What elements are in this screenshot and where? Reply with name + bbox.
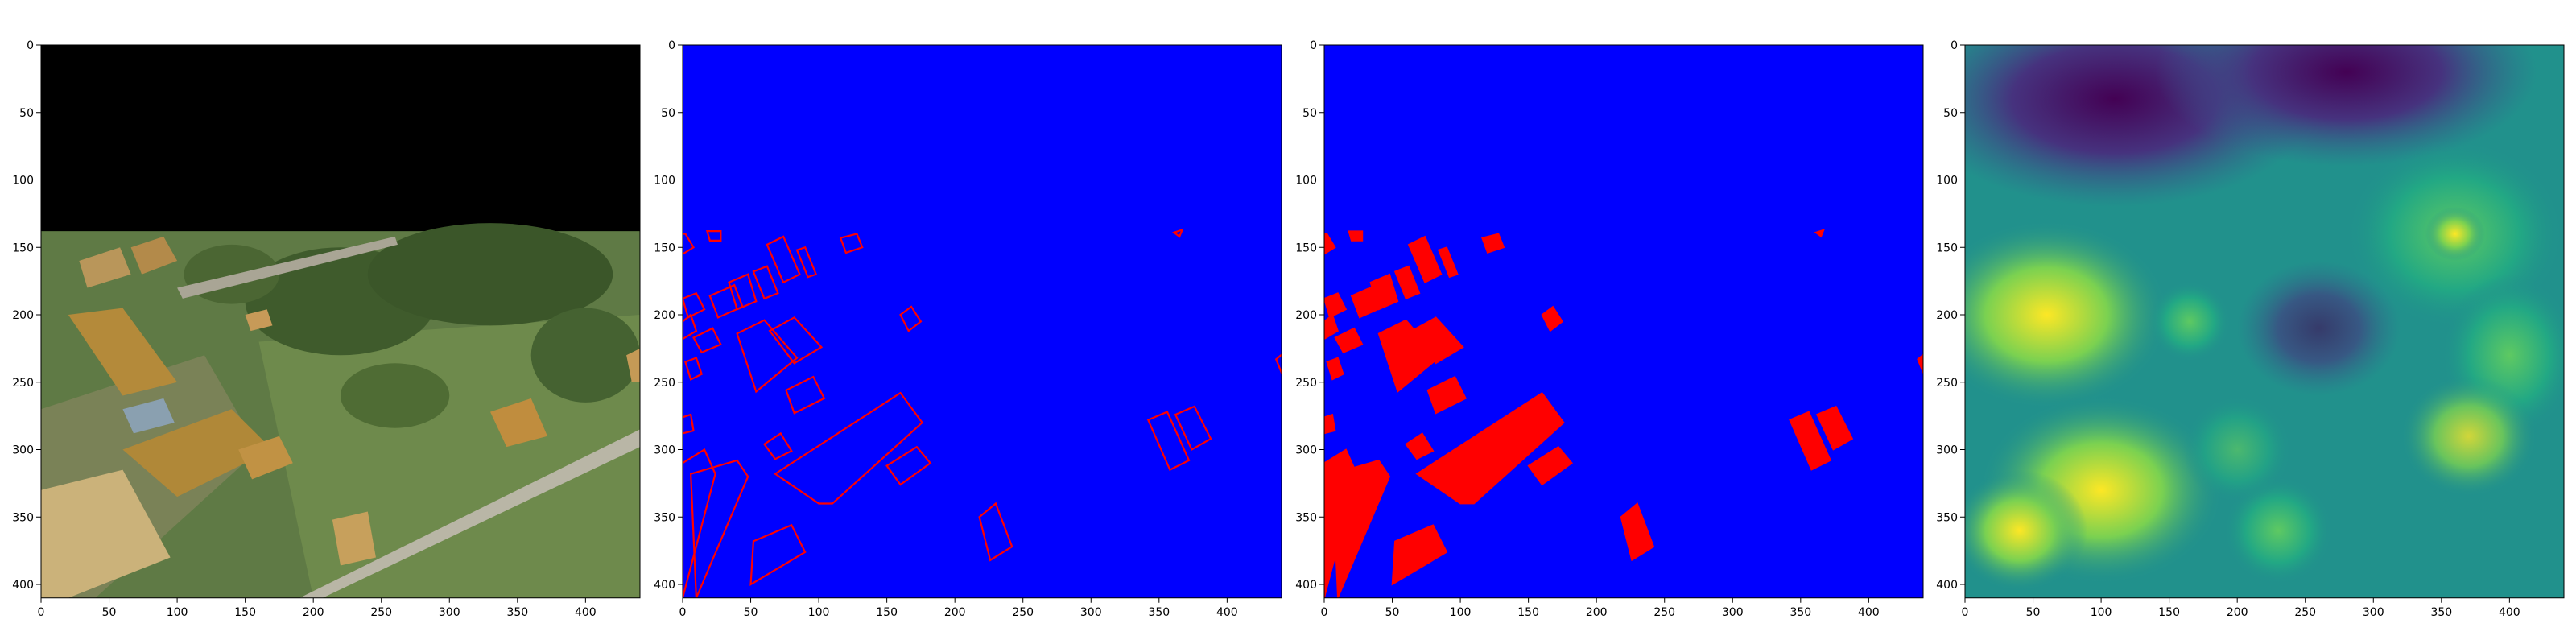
- x-tick-label: 400: [2499, 606, 2520, 619]
- panel-building-mask: [1323, 44, 1924, 599]
- panel-boundary-mask: [682, 44, 1282, 599]
- x-tick-label: 0: [679, 606, 687, 619]
- x-tick-label: 300: [1722, 606, 1744, 619]
- x-tick-label: 200: [2227, 606, 2248, 619]
- x-tick-label: 150: [234, 606, 256, 619]
- y-tick-label: 250: [654, 377, 675, 390]
- x-tick-label: 400: [1216, 606, 1238, 619]
- x-tick-label: 0: [38, 606, 45, 619]
- y-tick-label: 150: [1295, 242, 1317, 254]
- y-tick-label: 50: [1943, 107, 1958, 120]
- y-tick-label: 0: [27, 39, 34, 52]
- x-tick-label: 50: [744, 606, 758, 619]
- y-tick-label: 200: [12, 309, 34, 322]
- y-tick-label: 150: [1936, 242, 1958, 254]
- y-tick-label: 0: [1951, 39, 1958, 52]
- x-tick-label: 50: [2026, 606, 2041, 619]
- y-tick-label: 0: [1310, 39, 1317, 52]
- x-tick-label: 150: [876, 606, 898, 619]
- y-tick-label: 50: [1302, 107, 1317, 120]
- y-tick-label: 150: [12, 242, 34, 254]
- x-tick-label: 350: [506, 606, 528, 619]
- y-tick-label: 100: [1295, 175, 1317, 188]
- y-tick-label: 50: [19, 107, 34, 120]
- y-tick-label: 350: [654, 511, 675, 524]
- x-tick-label: 350: [1790, 606, 1811, 619]
- x-tick-label: 100: [1450, 606, 1472, 619]
- panel-distance-map: [1964, 44, 2565, 599]
- panel-rgb: [40, 44, 641, 599]
- x-tick-label: 0: [1962, 606, 1969, 619]
- y-tick-label: 250: [12, 377, 34, 390]
- y-tick-label: 50: [661, 107, 675, 120]
- y-tick-label: 400: [1295, 579, 1317, 592]
- x-tick-label: 200: [303, 606, 324, 619]
- y-tick-label: 150: [654, 242, 675, 254]
- x-tick-label: 200: [1586, 606, 1608, 619]
- y-tick-label: 350: [1295, 511, 1317, 524]
- y-tick-label: 100: [12, 175, 34, 188]
- x-tick-label: 100: [2091, 606, 2112, 619]
- y-tick-label: 300: [1295, 444, 1317, 457]
- x-tick-label: 250: [1653, 606, 1675, 619]
- x-tick-label: 300: [1080, 606, 1102, 619]
- x-tick-label: 300: [439, 606, 460, 619]
- x-tick-label: 200: [944, 606, 966, 619]
- y-tick-label: 300: [654, 444, 675, 457]
- y-tick-label: 0: [668, 39, 675, 52]
- y-tick-label: 350: [12, 511, 34, 524]
- x-tick-label: 50: [102, 606, 117, 619]
- x-tick-label: 250: [1012, 606, 1034, 619]
- x-tick-label: 400: [1858, 606, 1880, 619]
- y-tick-label: 200: [1936, 309, 1958, 322]
- y-tick-label: 100: [1936, 175, 1958, 188]
- x-tick-label: 100: [808, 606, 830, 619]
- x-tick-label: 0: [1321, 606, 1328, 619]
- x-tick-label: 50: [1385, 606, 1400, 619]
- y-tick-label: 100: [654, 175, 675, 188]
- y-tick-label: 400: [1936, 579, 1958, 592]
- x-tick-label: 350: [1148, 606, 1170, 619]
- x-tick-label: 250: [370, 606, 392, 619]
- x-tick-label: 150: [2158, 606, 2180, 619]
- x-tick-label: 350: [2430, 606, 2452, 619]
- y-tick-label: 300: [1936, 444, 1958, 457]
- y-tick-label: 400: [654, 579, 675, 592]
- y-tick-label: 200: [654, 309, 675, 322]
- x-tick-label: 100: [167, 606, 188, 619]
- y-tick-label: 200: [1295, 309, 1317, 322]
- x-tick-label: 300: [2363, 606, 2384, 619]
- y-tick-label: 400: [12, 579, 34, 592]
- y-tick-label: 300: [12, 444, 34, 457]
- x-tick-label: 400: [575, 606, 597, 619]
- axes-layer: 0 50 100 150 200 250 300 350 400 0 50 100 150 200 250 3…: [12, 39, 2520, 619]
- y-tick-label: 250: [1936, 377, 1958, 390]
- y-tick-label: 350: [1936, 511, 1958, 524]
- x-tick-label: 150: [1517, 606, 1539, 619]
- y-tick-label: 250: [1295, 377, 1317, 390]
- x-tick-label: 250: [2294, 606, 2316, 619]
